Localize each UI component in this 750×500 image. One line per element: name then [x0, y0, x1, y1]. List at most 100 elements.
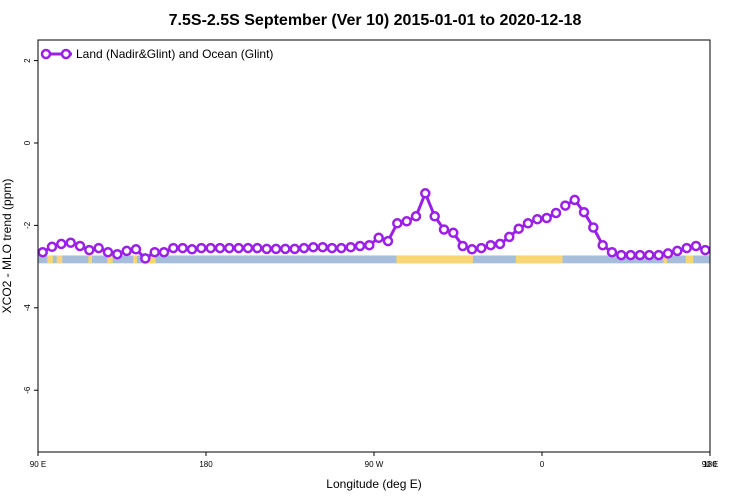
x-tick-label: 90 W — [365, 460, 384, 469]
x-tick-label: 180 — [199, 460, 213, 469]
ocean-band — [38, 255, 710, 264]
data-point — [196, 242, 207, 254]
data-point — [65, 237, 76, 248]
data-point — [401, 216, 412, 227]
data-point — [513, 223, 524, 234]
y-axis-label: XCO2 - MLO trend (ppm) — [0, 179, 14, 314]
x-axis-label: Longitude (deg E) — [326, 477, 421, 491]
land-segment — [663, 255, 668, 264]
data-point — [345, 241, 356, 253]
data-point — [233, 242, 244, 254]
data-point — [690, 240, 702, 252]
land-segment — [133, 255, 137, 264]
y-tick-label: -2 — [23, 221, 32, 229]
data-point — [588, 222, 599, 233]
data-point — [429, 211, 440, 222]
land-segment — [685, 255, 694, 264]
data-point — [364, 239, 375, 251]
data-point — [317, 241, 328, 253]
data-point — [149, 246, 160, 258]
land-segment — [515, 255, 563, 264]
y-tick-label: 0 — [23, 140, 32, 145]
data-point — [112, 248, 123, 260]
data-point — [597, 239, 608, 251]
legend-marker-right — [60, 48, 72, 60]
data-point — [102, 246, 114, 258]
data-point — [93, 242, 104, 254]
data-point — [625, 249, 636, 261]
x-tick-label: 90 E — [30, 460, 46, 469]
x-tick-label: 0 — [540, 460, 545, 469]
data-point — [494, 238, 506, 250]
data-point — [653, 249, 664, 261]
data-point — [186, 244, 198, 255]
data-point — [485, 239, 496, 251]
data-point — [392, 218, 403, 229]
data-point — [308, 241, 319, 253]
data-point — [560, 200, 571, 211]
data-point — [140, 253, 151, 264]
land-segment — [88, 255, 93, 264]
land-ocean-strip — [38, 255, 710, 264]
data-point — [438, 224, 450, 235]
data-point — [606, 246, 618, 258]
data-point — [289, 243, 300, 255]
data-point — [532, 213, 543, 225]
data-point — [644, 249, 655, 261]
data-point — [252, 242, 263, 254]
data-point — [130, 244, 142, 255]
chart-title: 7.5S-2.5S September (Ver 10) 2015-01-01 … — [169, 12, 582, 29]
data-point — [373, 232, 384, 244]
data-point — [541, 212, 552, 224]
y-tick-label: -6 — [23, 386, 32, 394]
y-tick-label: 2 — [23, 58, 32, 63]
data-point — [270, 243, 282, 255]
land-segment — [146, 255, 156, 264]
data-point — [466, 244, 478, 255]
data-point — [214, 242, 226, 254]
data-point — [74, 240, 86, 252]
data-point — [242, 242, 254, 254]
land-segment — [56, 255, 63, 264]
land-segment — [47, 255, 53, 264]
data-point — [420, 188, 431, 199]
data-point — [84, 244, 95, 256]
land-segment — [107, 255, 113, 264]
data-point — [522, 218, 534, 229]
data-point — [681, 242, 692, 254]
data-point — [662, 248, 674, 259]
plot-frame — [37, 39, 711, 453]
data-point — [336, 242, 347, 254]
data-point — [261, 243, 272, 255]
data-point — [121, 245, 132, 257]
legend-label: Land (Nadir&Glint) and Ocean (Glint) — [76, 47, 273, 61]
data-point — [298, 242, 310, 254]
data-point — [634, 249, 646, 261]
data-point — [616, 249, 627, 261]
data-point — [672, 245, 683, 257]
land-segment — [396, 255, 473, 264]
x-tick-label: 180 — [703, 460, 717, 469]
legend-marker-left — [40, 48, 52, 60]
y-tick-label: -4 — [23, 304, 32, 312]
series-layer — [37, 188, 711, 264]
data-point — [158, 246, 170, 258]
legend: Land (Nadir&Glint) and Ocean (Glint) — [40, 47, 273, 61]
data-point — [280, 243, 291, 255]
data-point — [205, 242, 216, 254]
data-point — [550, 207, 562, 219]
data-point — [700, 244, 711, 256]
data-point — [177, 242, 188, 254]
x-tick-label: 90 E — [702, 460, 718, 469]
data-point — [37, 246, 48, 258]
data-point — [476, 242, 487, 254]
data-point — [457, 240, 468, 252]
data-point — [46, 241, 58, 253]
data-point — [569, 194, 580, 206]
data-point — [578, 206, 590, 218]
y-axis-ticks: 2 0 -2 -4 -6 — [23, 58, 38, 394]
data-point — [382, 235, 394, 247]
data-point — [410, 211, 422, 222]
